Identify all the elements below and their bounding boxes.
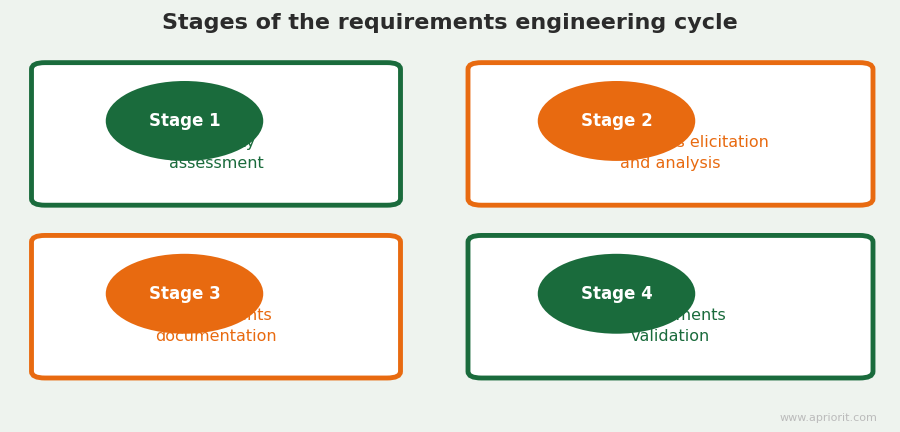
Text: Requirements elicitation
and analysis: Requirements elicitation and analysis xyxy=(572,135,769,172)
FancyBboxPatch shape xyxy=(542,238,691,246)
Ellipse shape xyxy=(538,81,695,161)
Text: Stage 2: Stage 2 xyxy=(580,112,652,130)
FancyBboxPatch shape xyxy=(32,235,400,378)
Ellipse shape xyxy=(106,254,263,334)
FancyBboxPatch shape xyxy=(468,63,873,205)
Text: Stage 1: Stage 1 xyxy=(148,112,220,130)
Text: Stages of the requirements engineering cycle: Stages of the requirements engineering c… xyxy=(162,13,738,33)
FancyBboxPatch shape xyxy=(110,238,259,246)
Ellipse shape xyxy=(106,81,263,161)
Text: www.apriorit.com: www.apriorit.com xyxy=(779,413,878,423)
Text: Feasibility
assessment: Feasibility assessment xyxy=(168,135,264,172)
FancyBboxPatch shape xyxy=(110,65,259,73)
FancyBboxPatch shape xyxy=(468,235,873,378)
Ellipse shape xyxy=(538,254,695,334)
FancyBboxPatch shape xyxy=(542,65,691,73)
Text: Stage 3: Stage 3 xyxy=(148,285,220,303)
Text: Requirements
validation: Requirements validation xyxy=(615,308,726,344)
Text: Requirements
documentation: Requirements documentation xyxy=(155,308,277,344)
Text: Stage 4: Stage 4 xyxy=(580,285,652,303)
FancyBboxPatch shape xyxy=(32,63,400,205)
